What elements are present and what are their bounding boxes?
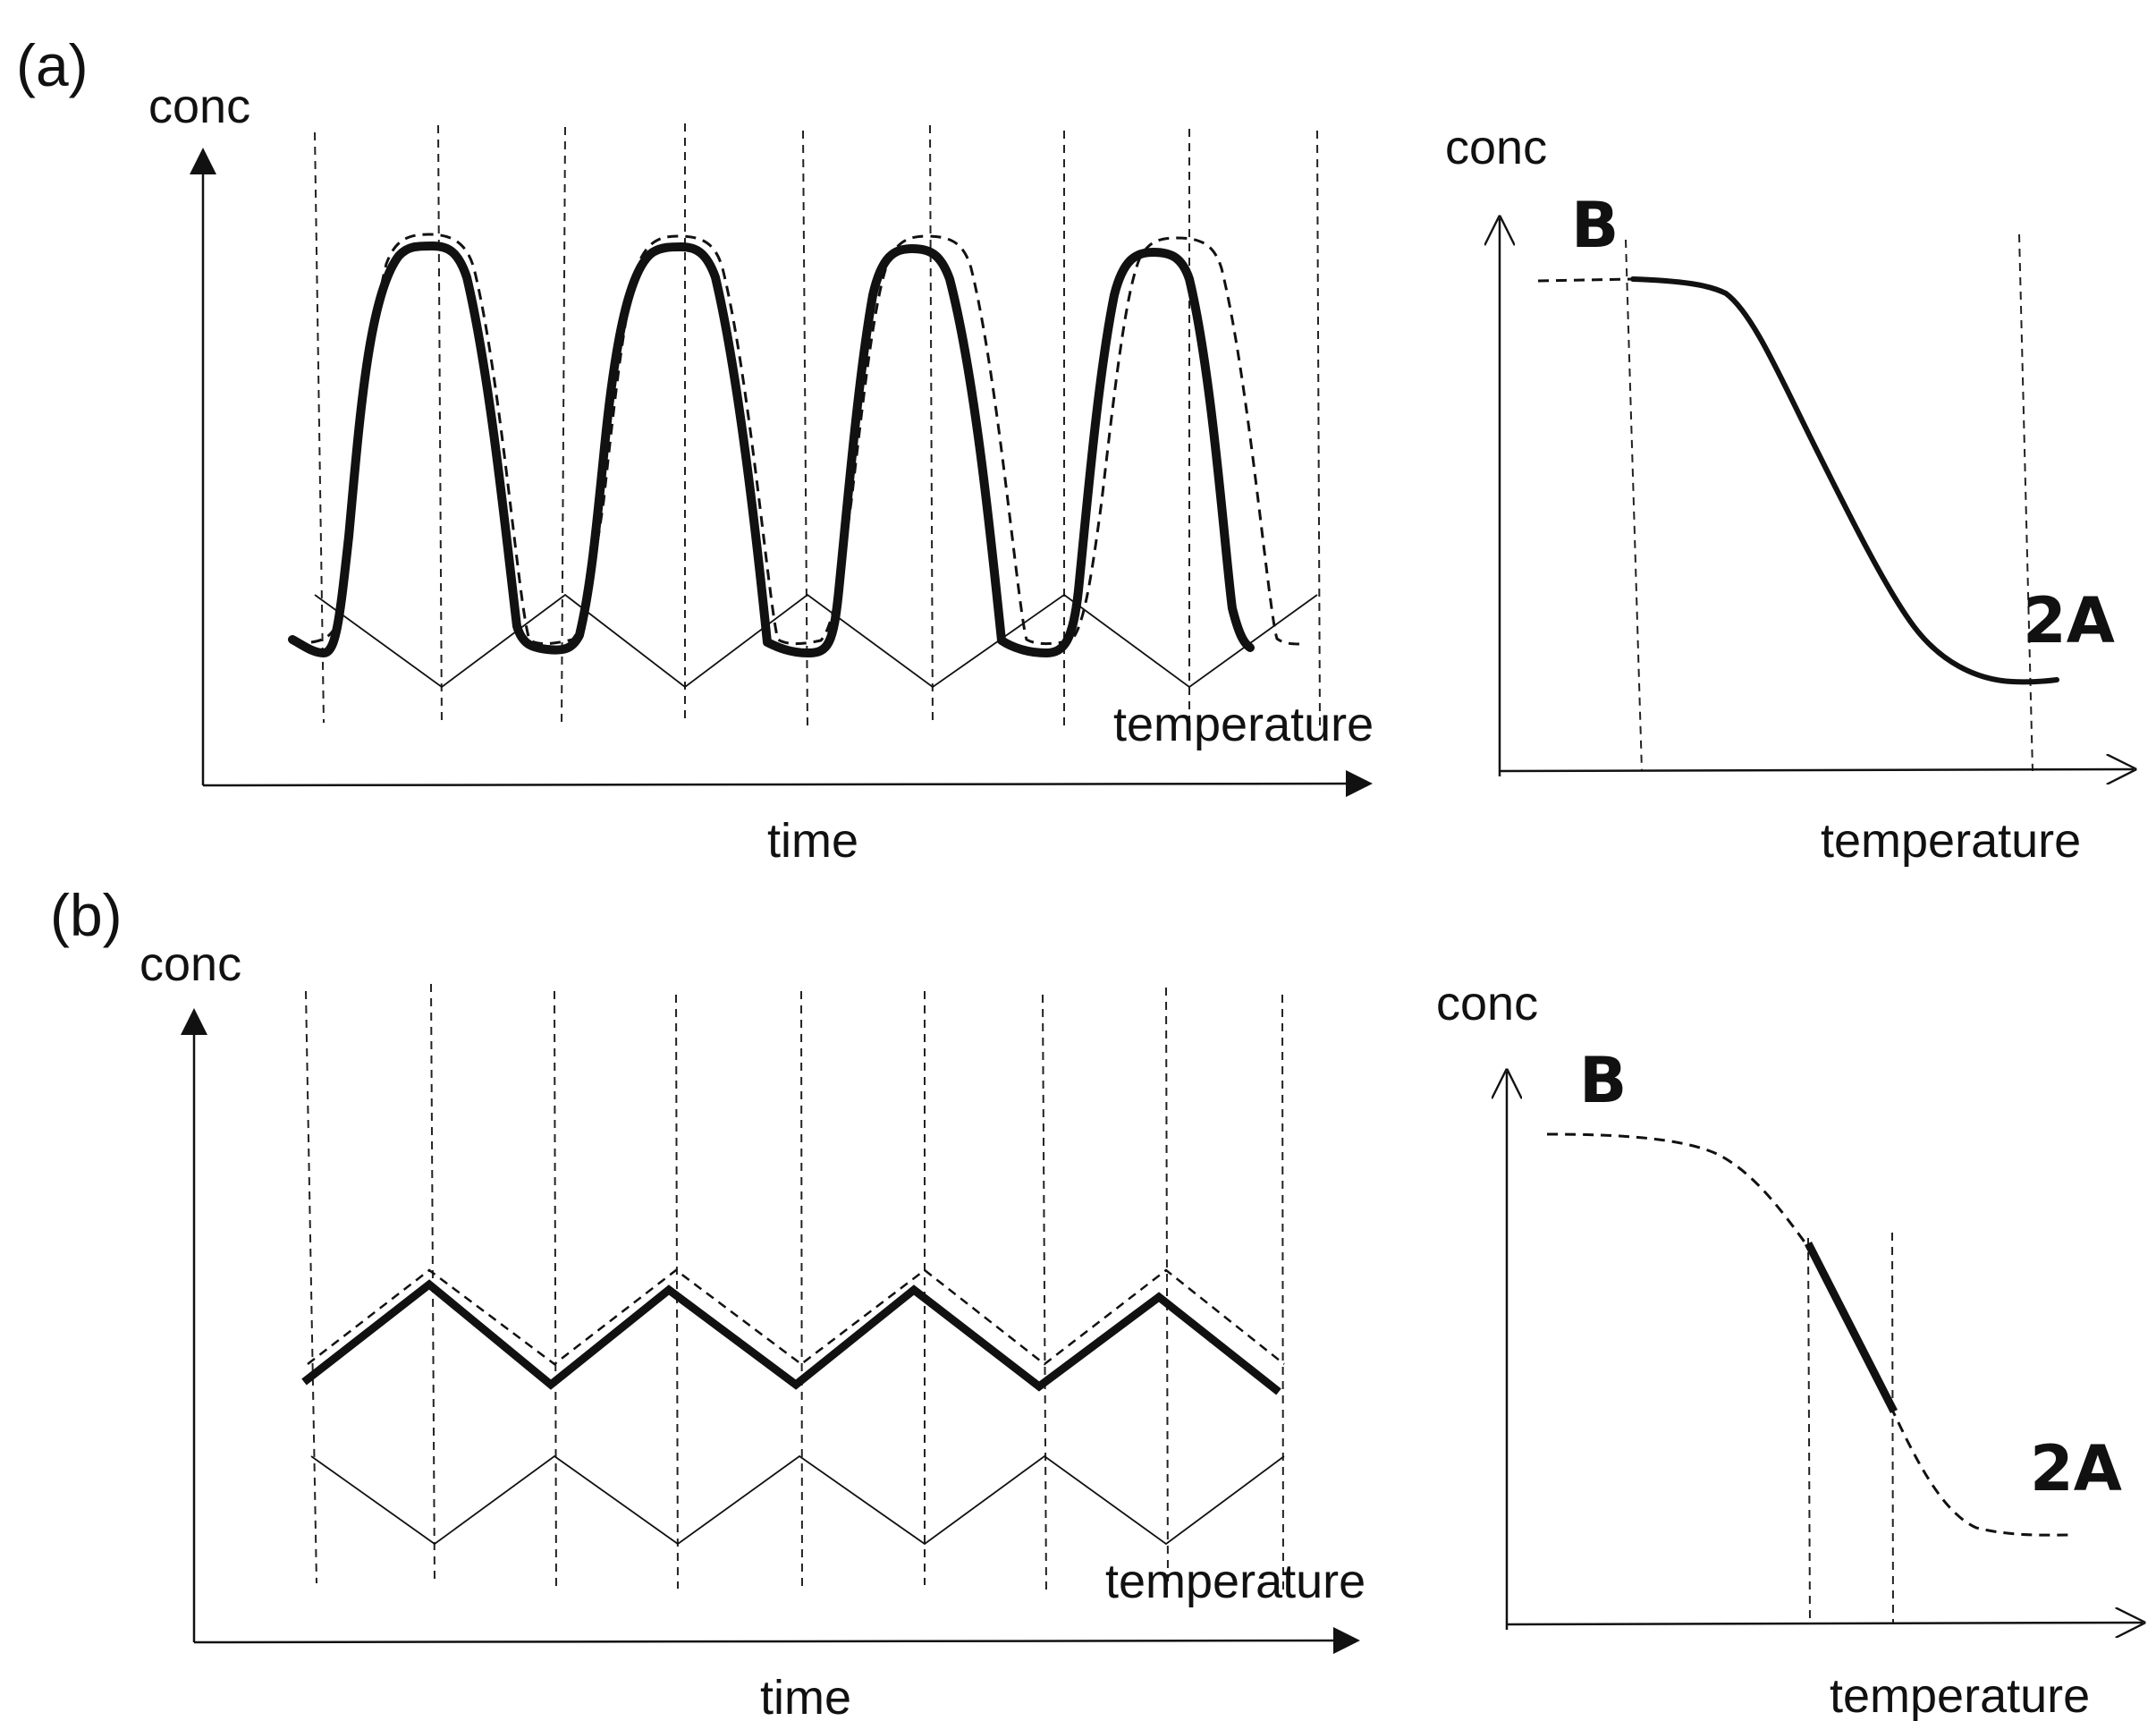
panel-a-label: (a) (16, 32, 89, 98)
b-eq-high-temp-divider (1891, 1232, 1894, 1625)
b-eq-x-axis (1506, 1623, 2143, 1624)
a-eq-equilibrium-dashed-segment (1537, 277, 1634, 283)
panel-b-equilibrium-plot: conc temperature B 2A (1436, 977, 2143, 1721)
b-time-divider-4 (800, 990, 803, 1593)
a-eq-2A-label: 2A (2023, 584, 2115, 657)
b-eq-B-label: B (1579, 1044, 1627, 1117)
a-eq-high-temp-divider (2018, 233, 2033, 772)
b-time-divider-8 (1281, 994, 1284, 1591)
a-time-temperature-label: temperature (1113, 698, 1374, 751)
b-eq-equilibrium-dashed-curve (1546, 1132, 2076, 1537)
b-time-xlabel: time (760, 1671, 851, 1721)
b-eq-2A-label: 2A (2030, 1432, 2122, 1505)
b-time-divider-6 (1042, 994, 1047, 1593)
a-eq-B-label: B (1571, 189, 1619, 262)
a-time-concentration-curve (288, 242, 1255, 657)
b-time-ylabel: conc (140, 937, 241, 991)
b-time-divider-7 (1165, 987, 1169, 1582)
a-time-divider-1 (437, 124, 443, 725)
b-time-x-axis (193, 1627, 1360, 1655)
a-time-xlabel: time (767, 814, 858, 868)
b-time-dashed-dividers (305, 983, 1284, 1593)
a-eq-ylabel: conc (1445, 121, 1547, 174)
b-eq-ylabel: conc (1436, 977, 1538, 1030)
a-eq-xlabel: temperature (1821, 814, 2081, 868)
panel-a-equilibrium-plot: conc temperature B 2A (1445, 121, 2134, 868)
a-time-divider-2 (561, 126, 566, 727)
b-time-equilibrium-dashed-line (307, 1268, 1285, 1366)
b-time-concentration-line (301, 1279, 1281, 1395)
a-time-x-axis (202, 770, 1373, 798)
b-eq-low-temp-divider (1807, 1237, 1811, 1625)
a-eq-low-temp-divider (1625, 239, 1643, 772)
a-time-equilibrium-dashed-curve (310, 233, 1303, 646)
a-time-divider-4 (802, 130, 808, 727)
panel-b-label: (b) (50, 882, 123, 948)
a-time-temperature-line (314, 593, 1318, 689)
b-time-temperature-line (310, 1454, 1285, 1546)
b-eq-xlabel: temperature (1830, 1669, 2090, 1721)
b-eq-explored-segment (1804, 1241, 1898, 1414)
b-time-divider-2 (554, 990, 557, 1591)
b-time-divider-0 (305, 990, 317, 1584)
a-time-divider-5 (929, 124, 934, 725)
a-eq-x-axis (1499, 769, 2134, 771)
a-time-ylabel: conc (148, 80, 250, 133)
panel-a-time-plot: conc time temperature (148, 80, 1374, 868)
a-time-divider-0 (314, 131, 325, 724)
a-eq-explored-curve (1630, 276, 2059, 685)
a-time-divider-8 (1316, 130, 1321, 727)
b-time-temperature-label: temperature (1105, 1555, 1365, 1608)
a-time-dashed-dividers (314, 123, 1321, 727)
panel-b-time-plot: conc time temperature (140, 937, 1365, 1721)
